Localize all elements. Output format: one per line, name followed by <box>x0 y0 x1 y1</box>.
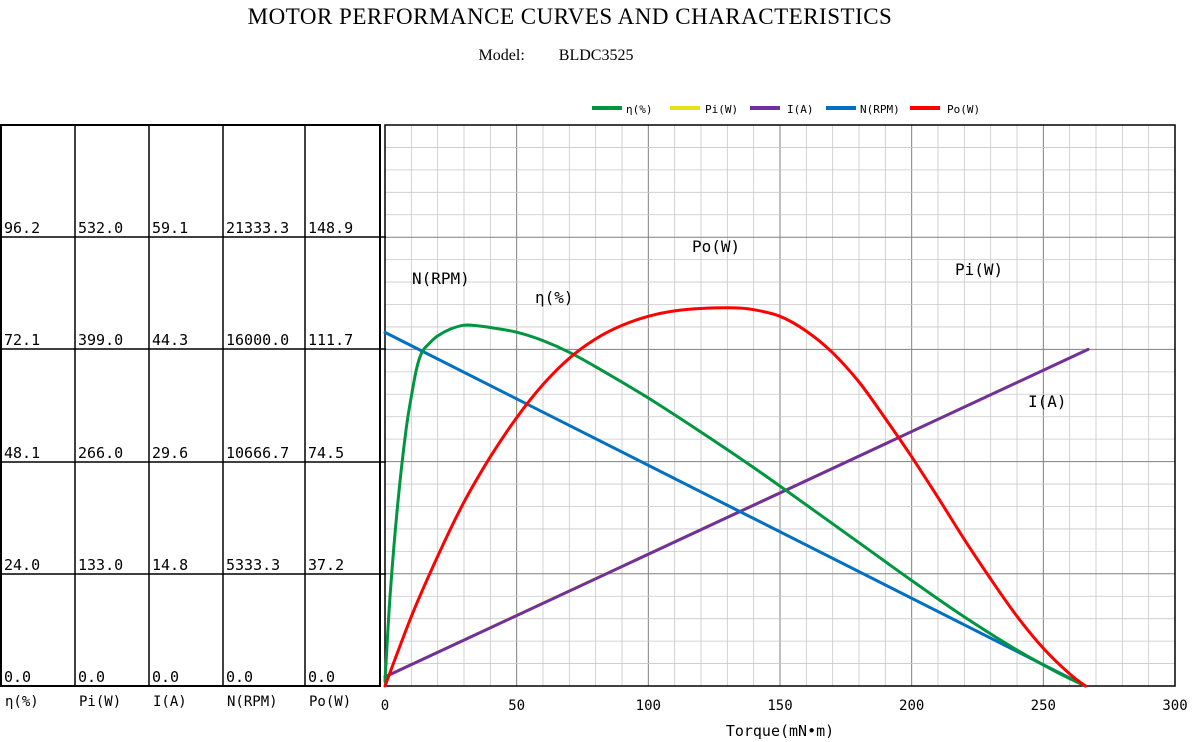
table-cell: 5333.3 <box>226 556 280 574</box>
model-label: Model: <box>478 47 525 64</box>
current-curve <box>383 347 1090 679</box>
po-curve <box>383 306 1087 688</box>
legend-label: N(RPM) <box>860 103 900 116</box>
table-cell: 29.6 <box>152 444 188 462</box>
table-cell: 44.3 <box>152 331 188 349</box>
curve-label: Pi(W) <box>955 260 1003 279</box>
table-column-header: η(%) <box>5 694 39 710</box>
legend-label: I(A) <box>787 103 814 116</box>
table-column-header: Pi(W) <box>79 694 121 710</box>
x-tick-label: 0 <box>381 698 389 714</box>
chart-title: MOTOR PERFORMANCE CURVES AND CHARACTERIS… <box>247 4 893 29</box>
x-tick-label: 200 <box>899 698 924 714</box>
table-column-header: N(RPM) <box>227 694 278 710</box>
table-cell: 0.0 <box>308 668 335 686</box>
table-cell: 37.2 <box>308 556 344 574</box>
table-column-header: I(A) <box>153 694 187 710</box>
eta-curve <box>383 323 1087 688</box>
x-tick-label: 150 <box>767 698 792 714</box>
curve-label: η(%) <box>535 288 574 307</box>
value-table: 96.2 532.0 59.1 21333.3 148.9 72.1 399.0 44.3 16… <box>0 124 386 710</box>
table-cell: 133.0 <box>78 556 123 574</box>
table-column-header: Po(W) <box>309 694 351 710</box>
table-cell: 111.7 <box>308 331 353 349</box>
curve-label: I(A) <box>1028 392 1067 411</box>
table-cell: 96.2 <box>4 219 40 237</box>
x-tick-label: 100 <box>636 698 661 714</box>
model-line: Model: BLDC3525 <box>0 47 1112 65</box>
x-tick-label: 250 <box>1031 698 1056 714</box>
table-cell: 148.9 <box>308 219 353 237</box>
x-tick-label: 300 <box>1162 698 1187 714</box>
legend-label: Pi(W) <box>705 103 738 116</box>
table-cell: 16000.0 <box>226 331 289 349</box>
table-cell: 72.1 <box>4 331 40 349</box>
plot-frame <box>384 124 1176 687</box>
table-cell: 10666.7 <box>226 444 289 462</box>
table-cell: 59.1 <box>152 219 188 237</box>
curve-label: Po(W) <box>692 237 740 256</box>
table-cell: 24.0 <box>4 556 40 574</box>
table-cell: 0.0 <box>226 668 253 686</box>
x-axis-label: Torque(mN•m) <box>726 722 834 740</box>
table-cell: 266.0 <box>78 444 123 462</box>
table-cell: 48.1 <box>4 444 40 462</box>
legend-label: η(%) <box>626 103 653 116</box>
legend: η(%) Pi(W) I(A) N(RPM) Po(W) <box>592 103 980 116</box>
model-value: BLDC3525 <box>558 47 634 64</box>
table-cell: 14.8 <box>152 556 188 574</box>
table-cell: 21333.3 <box>226 219 289 237</box>
table-cell: 74.5 <box>308 444 344 462</box>
x-tick-label: 50 <box>508 698 525 714</box>
table-cell: 0.0 <box>78 668 105 686</box>
table-cell: 399.0 <box>78 331 123 349</box>
table-cell: 0.0 <box>152 668 179 686</box>
legend-label: Po(W) <box>947 103 980 116</box>
curve-label: N(RPM) <box>412 269 470 288</box>
table-cell: 0.0 <box>4 668 31 686</box>
table-frame <box>0 124 381 687</box>
table-cell: 532.0 <box>78 219 123 237</box>
